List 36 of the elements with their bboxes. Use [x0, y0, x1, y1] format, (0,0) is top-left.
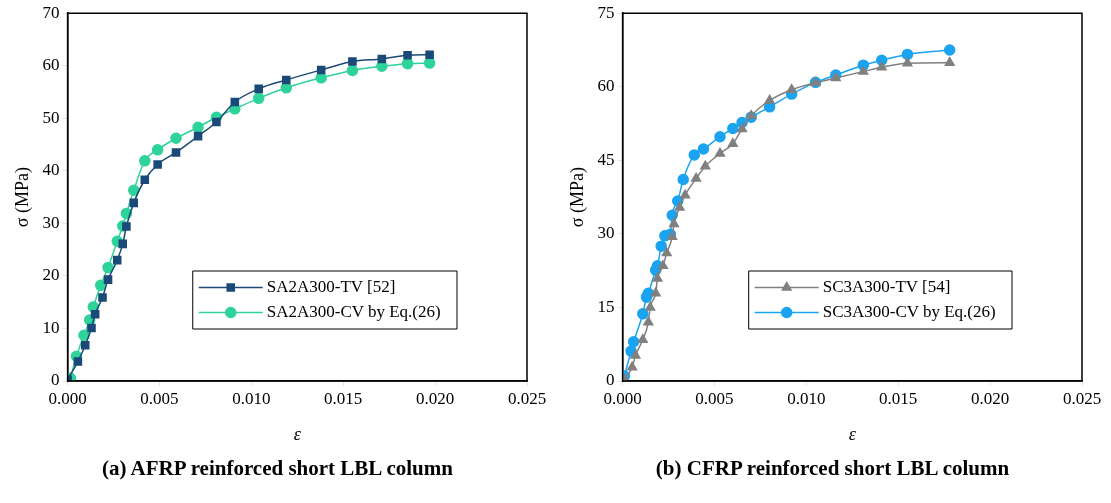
y-tick-label: 0: [51, 370, 60, 390]
legend-label: SA2A300-TV [52]: [266, 276, 396, 296]
x-tick-label: 0.010: [232, 388, 271, 408]
x-tick-label: 0.000: [48, 388, 87, 408]
x-tick-label: 0.005: [695, 388, 734, 408]
x-tick-label: 0.000: [603, 388, 642, 408]
y-tick-label: 60: [42, 55, 60, 75]
y-tick-label: 30: [597, 223, 615, 243]
x-tick-label: 0.010: [787, 388, 826, 408]
x-tick-label: 0.020: [415, 388, 455, 408]
legend-label: SC3A300-CV by Eq.(26): [822, 301, 996, 321]
x-tick-label: 0.025: [1062, 388, 1102, 408]
y-tick-label: 20: [42, 265, 60, 285]
y-tick-label: 30: [42, 212, 60, 232]
y-tick-label: 40: [42, 160, 60, 180]
legend-label: SC3A300-TV [54]: [822, 276, 951, 296]
y-tick-label: 60: [597, 76, 615, 96]
x-tick-label: 0.015: [324, 388, 363, 408]
text: (b) CFRP reinforced short LBL column: [654, 456, 1011, 481]
legend-label: SA2A300-CV by Eq.(26): [266, 301, 441, 321]
y-axis-title: σ (MPa): [566, 167, 588, 228]
text: (a) AFRP reinforced short LBL column: [101, 456, 454, 481]
y-tick-label: 0: [606, 370, 615, 390]
y-tick-label: 75: [597, 2, 615, 22]
x-tick-label: 0.020: [970, 388, 1010, 408]
y-tick-label: 45: [597, 149, 615, 169]
y-axis-title: σ (MPa): [11, 167, 33, 228]
y-tick-label: 50: [42, 107, 60, 127]
y-tick-label: 70: [42, 2, 60, 22]
y-tick-label: 15: [597, 296, 615, 316]
y-tick-label: 10: [42, 317, 60, 337]
x-axis-title: ε: [848, 423, 857, 444]
x-axis-title: ε: [293, 423, 302, 444]
x-tick-label: 0.005: [140, 388, 179, 408]
x-tick-label: 0.015: [879, 388, 918, 408]
x-tick-label: 0.025: [507, 388, 547, 408]
